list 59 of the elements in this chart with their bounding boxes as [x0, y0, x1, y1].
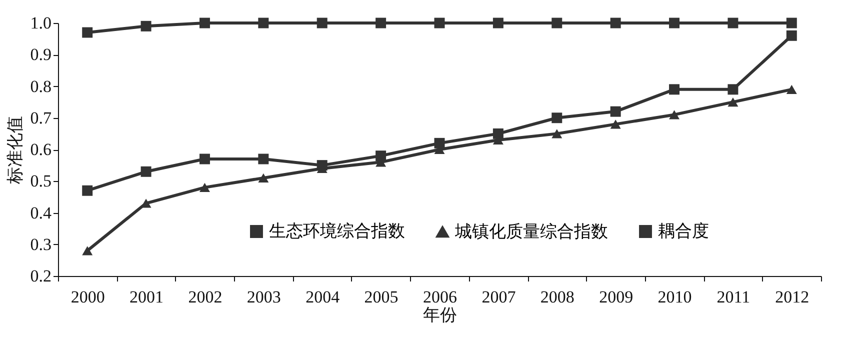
point: [552, 18, 562, 28]
legend-label: 耦合度: [658, 222, 709, 241]
legend-label: 城镇化质量综合指数: [454, 222, 608, 241]
point: [669, 110, 680, 120]
y-tick-label: 0.8: [30, 76, 52, 96]
point: [552, 112, 562, 124]
point: [610, 106, 621, 117]
x-tick-label: 2002: [188, 288, 222, 306]
x-tick-label: 2007: [482, 288, 516, 306]
y-tick-label: 0.2: [30, 266, 52, 286]
point: [786, 30, 797, 41]
point: [786, 18, 797, 28]
point: [610, 18, 621, 28]
x-axis-title: 年份: [423, 306, 457, 324]
point: [669, 18, 680, 28]
point: [728, 98, 738, 107]
x-tick-label: 2004: [306, 288, 340, 306]
y-tick-label: 0.7: [30, 108, 52, 128]
point: [199, 182, 210, 192]
x-tick-label: 2003: [246, 288, 281, 306]
point: [82, 185, 93, 196]
y-tick-label: 0.4: [30, 203, 52, 222]
y-tick-label: 0.6: [30, 140, 52, 159]
x-tick-label: 2001: [130, 288, 164, 306]
y-tick-label: 1.0: [30, 14, 52, 32]
point: [376, 18, 386, 28]
x-tick-label: 2010: [658, 288, 692, 306]
point: [786, 84, 797, 94]
point: [140, 20, 152, 32]
point: [728, 18, 738, 28]
point: [434, 18, 445, 28]
y-tick-label: 0.3: [30, 234, 52, 254]
point: [552, 129, 562, 138]
x-tick-label: 2000: [70, 288, 105, 306]
point: [258, 173, 269, 183]
point: [82, 27, 93, 38]
x-tick-label: 2012: [775, 288, 810, 306]
y-axis-title: 标准化值: [5, 116, 24, 185]
point: [140, 166, 152, 177]
point: [728, 84, 738, 95]
x-tick-label: 2009: [599, 288, 634, 306]
point: [258, 18, 269, 28]
x-tick-label: 2011: [716, 288, 750, 306]
point: [610, 120, 621, 129]
point: [316, 18, 328, 28]
point: [199, 18, 210, 28]
point: [258, 154, 269, 164]
point: [199, 154, 210, 164]
point: [669, 84, 680, 95]
point: [492, 128, 504, 139]
legend-label: 生态环境综合指数: [269, 222, 405, 241]
x-tick-label: 2006: [423, 288, 457, 306]
point: [376, 150, 386, 162]
y-tick-label: 0.5: [30, 172, 52, 191]
x-tick-label: 2008: [540, 288, 574, 306]
point: [82, 246, 93, 256]
point: [492, 18, 504, 28]
x-tick-label: 2005: [364, 288, 398, 306]
y-tick-label: 0.9: [30, 45, 52, 64]
